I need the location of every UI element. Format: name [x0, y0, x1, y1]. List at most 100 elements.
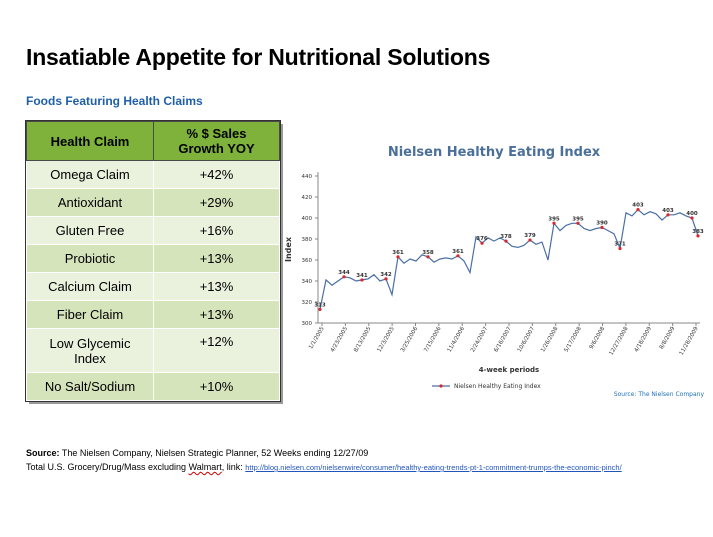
data-point: [318, 307, 322, 311]
growth-cell: +10%: [153, 372, 280, 401]
data-point: [384, 277, 388, 281]
x-tick-label: 12/27/2008: [609, 326, 630, 357]
link-label: , link:: [221, 462, 246, 472]
x-tick-label: 3/25/2006: [400, 326, 420, 354]
x-tick-label: 4/23/2005: [330, 326, 350, 354]
x-tick-label: 9/6/2008: [589, 326, 607, 351]
data-label: 378: [500, 234, 512, 240]
data-point: [480, 241, 484, 245]
data-label: 342: [380, 272, 392, 278]
x-tick-label: 8/13/2005: [353, 326, 373, 354]
x-tick-label: 10/6/2007: [517, 326, 537, 354]
x-tick-label: 7/15/2006: [423, 326, 443, 354]
column-header-health-claim: Health Claim: [26, 121, 154, 161]
claim-cell: Omega Claim: [26, 160, 154, 189]
y-tick-label: 400: [302, 216, 313, 222]
data-label: 376: [476, 236, 488, 242]
source-line2-text: Total U.S. Grocery/Drug/Mass excluding: [26, 462, 189, 472]
claim-cell: Gluten Free: [26, 216, 154, 245]
legend-label: Nielsen Healthy Eating Index: [454, 383, 541, 390]
column-header-sales-growth-line1: % $ Sales: [186, 126, 247, 141]
data-label: 341: [356, 273, 368, 279]
slide-title: Insatiable Appetite for Nutritional Solu…: [26, 44, 491, 70]
claim-cell: Antioxidant: [26, 188, 154, 217]
table-row: Gluten Free +16%: [26, 216, 280, 245]
chart-title: Nielsen Healthy Eating Index: [388, 145, 601, 160]
growth-cell: +13%: [153, 272, 280, 301]
growth-cell: +13%: [153, 300, 280, 329]
y-tick-label: 380: [302, 237, 313, 243]
data-label: 390: [596, 220, 608, 226]
data-point: [600, 225, 604, 230]
claim-cell: Fiber Claim: [26, 300, 154, 329]
data-label: 403: [632, 203, 644, 209]
growth-cell: +12%: [153, 328, 280, 373]
data-point: [396, 255, 400, 259]
x-tick-label: 4/18/2009: [634, 326, 654, 354]
data-point: [690, 216, 694, 220]
data-point: [342, 275, 346, 279]
table-row: Omega Claim +42%: [26, 160, 280, 189]
table-row: Fiber Claim +13%: [26, 300, 280, 329]
x-tick-label: 11/4/2006: [447, 326, 467, 354]
data-label: 358: [422, 250, 434, 256]
y-tick-label: 360: [302, 258, 313, 264]
data-point: [696, 234, 700, 238]
x-axis-label: 4-week periods: [479, 366, 539, 374]
growth-cell: +16%: [153, 216, 280, 245]
data-point: [456, 254, 460, 258]
data-point: [528, 238, 532, 242]
x-tick-label: 5/17/2008: [564, 326, 584, 354]
table-row: Low Glycemic Index +12%: [26, 328, 280, 373]
claim-cell-line1: Low Glycemic: [49, 335, 131, 351]
x-tick-label: 2/24/2007: [470, 326, 490, 354]
source-note-line2: Total U.S. Grocery/Drug/Mass excluding W…: [26, 462, 622, 472]
column-header-sales-growth: % $ Sales Growth YOY: [153, 121, 280, 161]
data-point: [636, 208, 640, 212]
x-tick-label: 1/26/2008: [540, 326, 560, 354]
x-tick-label: 6/16/2007: [493, 326, 513, 354]
x-tick-label: 11/28/2009: [679, 326, 700, 357]
table-subtitle: Foods Featuring Health Claims: [26, 94, 203, 108]
data-point: [504, 239, 508, 243]
column-header-sales-growth-line2: Growth YOY: [178, 141, 255, 156]
claim-cell-line2: Index: [74, 350, 106, 366]
growth-cell: +42%: [153, 160, 280, 189]
data-label: 379: [524, 233, 536, 239]
y-tick-label: 340: [302, 279, 313, 285]
growth-cell: +13%: [153, 244, 280, 273]
data-point: [552, 221, 556, 225]
data-label: 395: [572, 216, 584, 222]
y-tick-label: 420: [302, 195, 313, 201]
walmart-text: Walmart: [188, 462, 222, 472]
data-point: [576, 221, 580, 225]
source-link[interactable]: http://blog.nielsen.com/nielsenwire/cons…: [245, 463, 622, 472]
data-point: [666, 213, 670, 217]
x-tick-label: 12/3/2005: [377, 326, 397, 354]
legend-swatch-marker: [439, 384, 443, 388]
claim-cell: Low Glycemic Index: [26, 328, 154, 373]
data-point: [618, 246, 622, 251]
data-label: 361: [392, 250, 404, 256]
data-label: 361: [452, 249, 464, 255]
data-label: 344: [338, 270, 350, 276]
data-point: [360, 278, 364, 282]
y-tick-label: 320: [302, 300, 313, 306]
y-tick-label: 440: [302, 174, 313, 180]
data-label: 371: [614, 241, 626, 247]
table-row: Calcium Claim +13%: [26, 272, 280, 301]
series-line: [319, 208, 699, 310]
chart-source-note: Source: The Nielsen Company: [614, 391, 705, 398]
growth-cell: +29%: [153, 188, 280, 217]
data-point: [426, 255, 430, 259]
source-text: The Nielsen Company, Nielsen Strategic P…: [59, 448, 369, 458]
claim-cell: Probiotic: [26, 244, 154, 273]
claim-cell: No Salt/Sodium: [26, 372, 154, 401]
source-label: Source:: [26, 448, 60, 458]
data-label: 395: [548, 216, 560, 222]
data-label: 403: [662, 208, 674, 214]
data-label: 313: [314, 302, 326, 308]
table-row: Antioxidant +29%: [26, 188, 280, 217]
claim-cell: Calcium Claim: [26, 272, 154, 301]
data-label: 400: [686, 211, 698, 217]
